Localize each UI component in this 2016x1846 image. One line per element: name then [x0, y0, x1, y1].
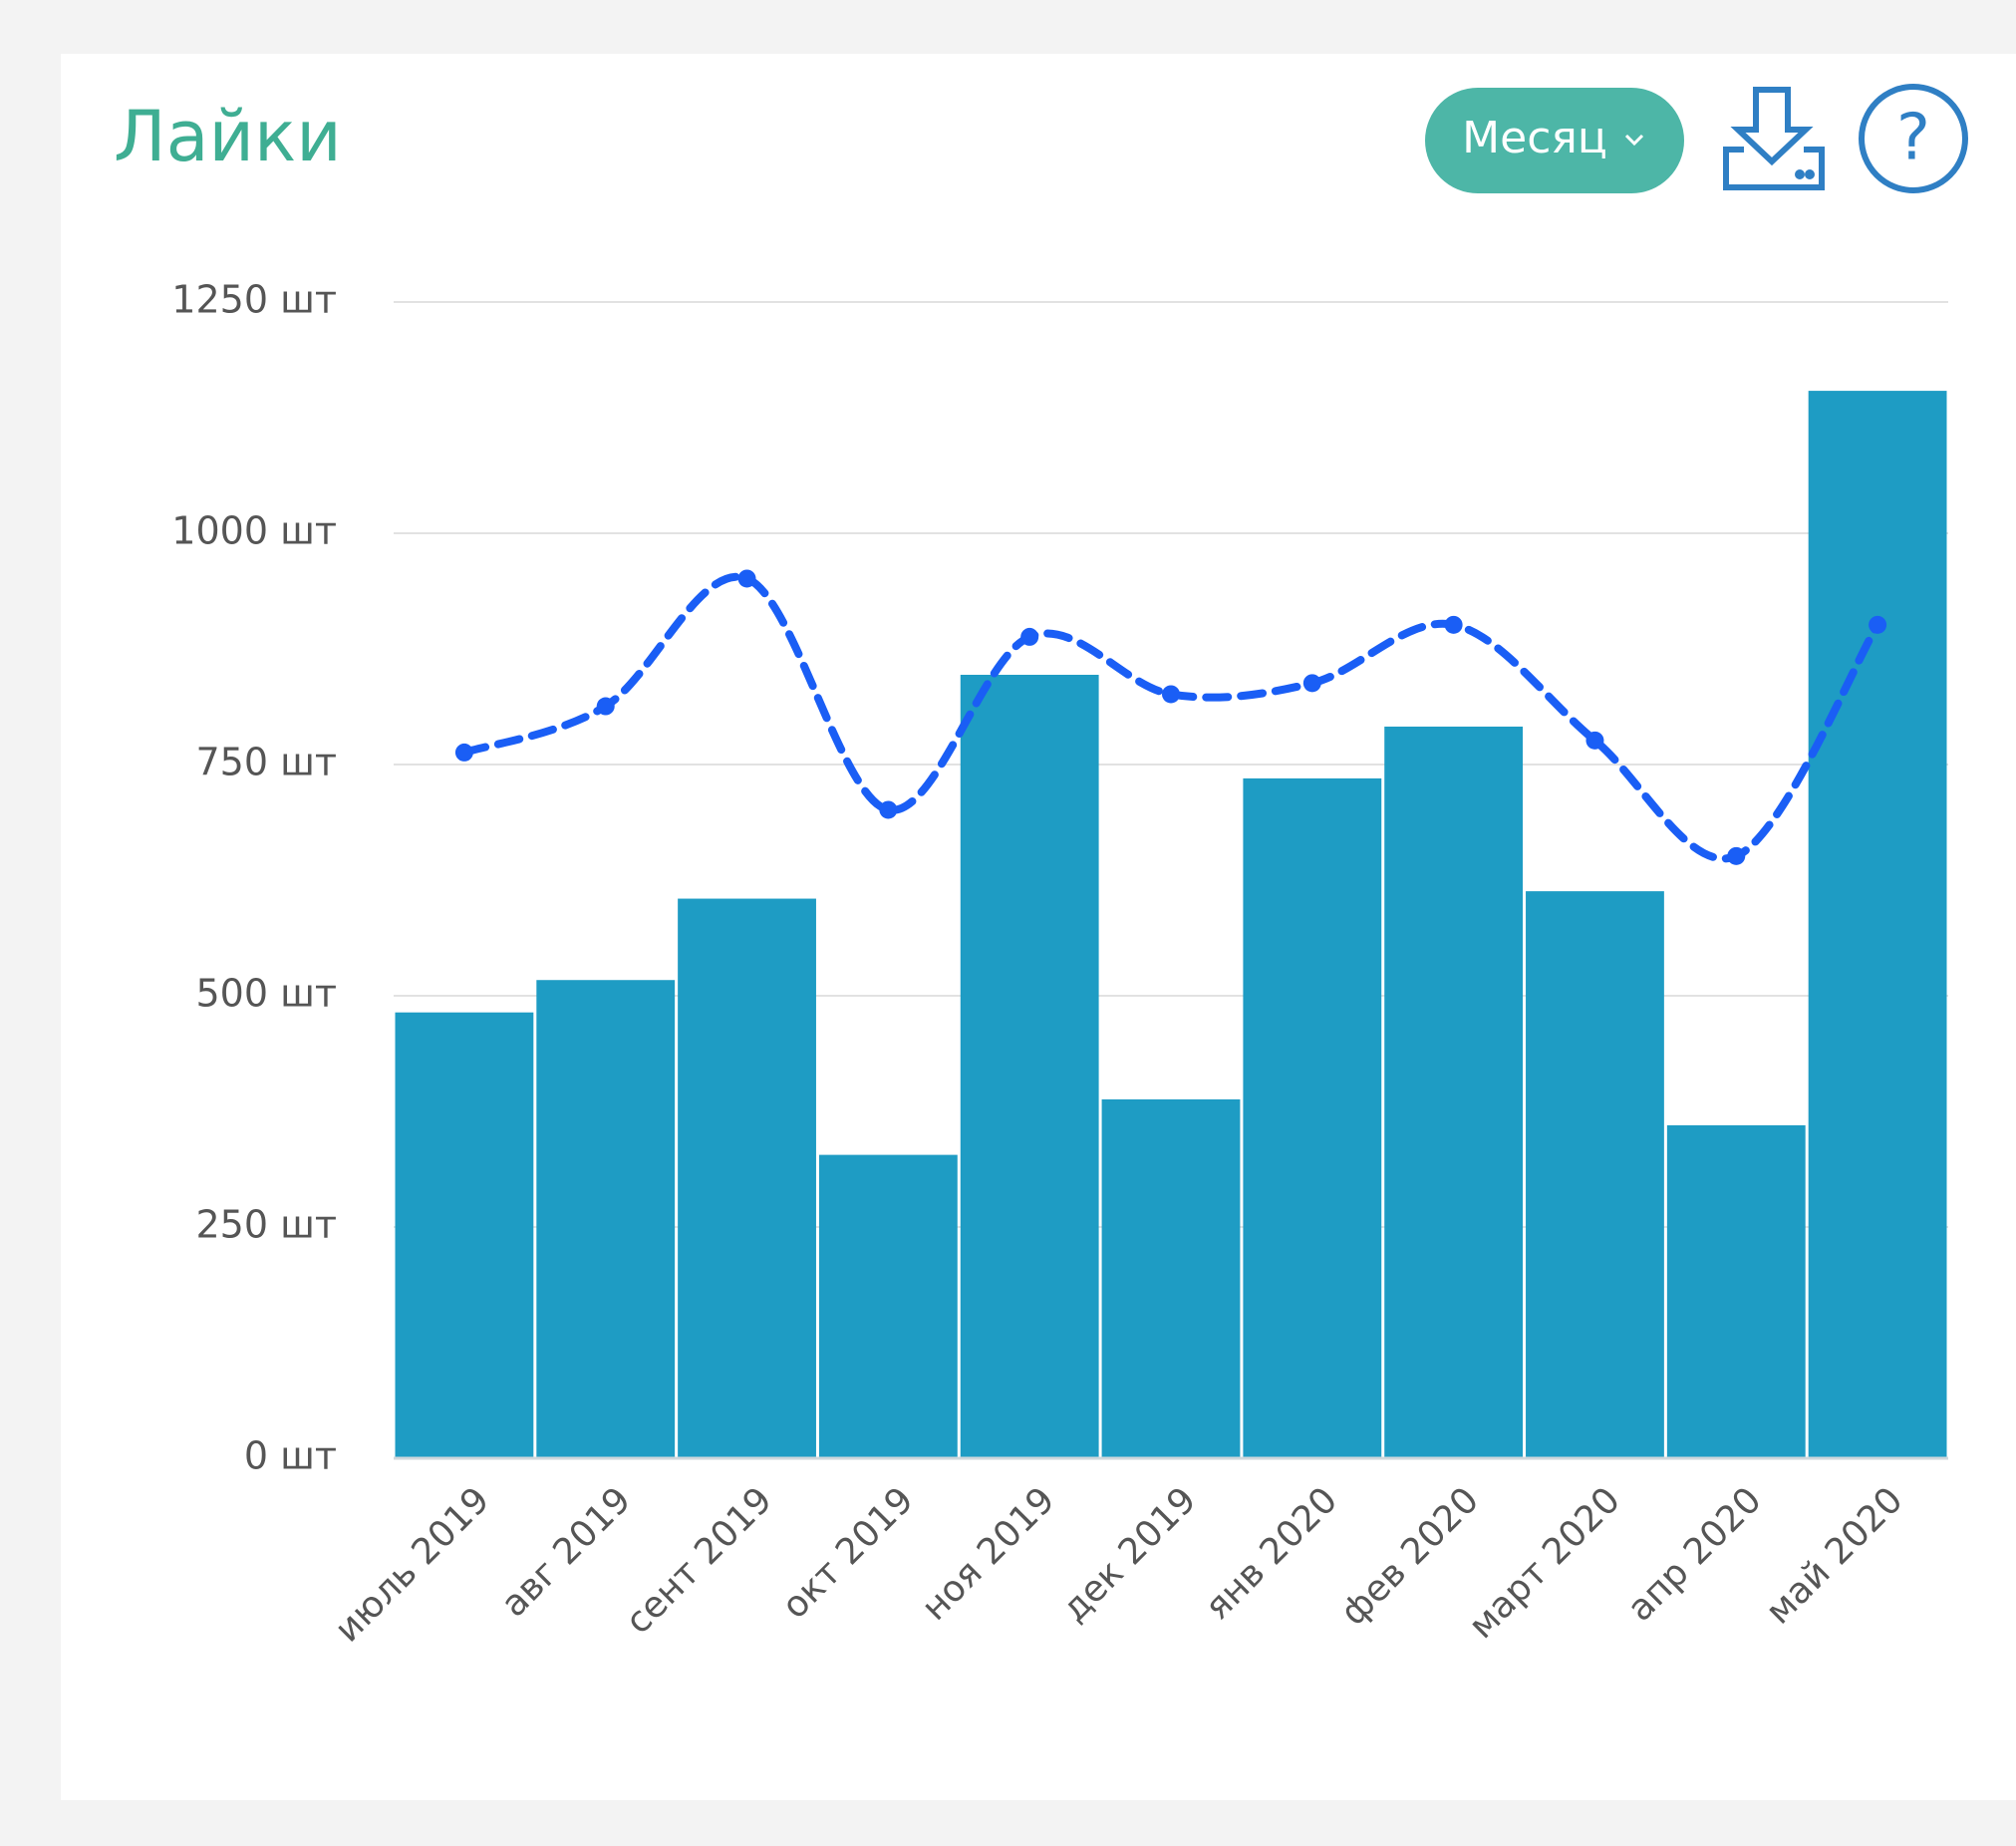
chart-title: Лайки: [114, 96, 342, 177]
line-point: [737, 569, 756, 588]
help-circle[interactable]: [1859, 84, 1968, 193]
help-icon[interactable]: ?: [1859, 84, 1968, 193]
line-point: [1444, 615, 1463, 634]
line-point: [454, 743, 473, 762]
bar: [1526, 891, 1664, 1458]
y-tick-label: 0 шт: [244, 1434, 337, 1478]
bar: [818, 1154, 958, 1458]
bar: [536, 980, 676, 1458]
chevron: [1624, 134, 1644, 147]
line-point: [879, 800, 898, 819]
y-tick-label: 500 шт: [195, 972, 337, 1016]
line-point: [1162, 685, 1180, 704]
line-point: [1869, 615, 1887, 634]
bar: [395, 1012, 534, 1458]
bar: [1384, 726, 1524, 1458]
period-button-label[interactable]: Месяц: [1462, 113, 1607, 163]
y-tick-label: 1250 шт: [171, 278, 337, 322]
line-point: [596, 697, 615, 716]
bar: [1666, 1124, 1806, 1458]
bar: [678, 898, 816, 1458]
period-button[interactable]: [1425, 88, 1684, 193]
line-point: [1585, 731, 1604, 750]
line-point: [1727, 846, 1746, 865]
bar: [960, 674, 1099, 1458]
bar: [1101, 1098, 1241, 1458]
download-icon[interactable]: [1723, 87, 1825, 190]
y-tick-label: 250 шт: [195, 1203, 337, 1247]
bar: [1243, 777, 1382, 1458]
y-tick-label: 1000 шт: [171, 509, 337, 553]
line: [459, 572, 1882, 863]
y-tick-label: 750 шт: [195, 741, 337, 784]
help-mark[interactable]: ?: [1896, 102, 1930, 175]
line-point: [1302, 674, 1321, 693]
line-point: [1020, 627, 1039, 646]
bar: [1808, 391, 1947, 1458]
